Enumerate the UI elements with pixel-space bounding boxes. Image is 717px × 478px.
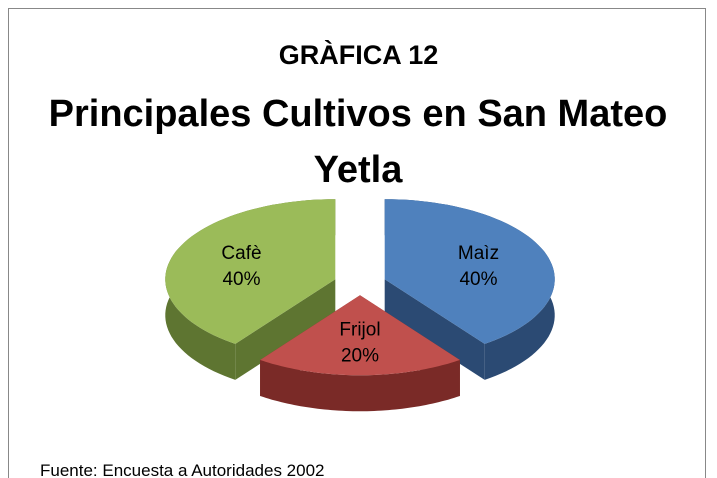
slice-label: Maìz — [458, 243, 499, 264]
slice-face — [384, 279, 485, 380]
slice-label: Frijol — [339, 320, 380, 341]
chart-subtitle: GRÀFICA 12 — [278, 40, 439, 70]
chart-frame — [8, 8, 706, 478]
slice-rim — [260, 360, 460, 412]
source-note: Fuente: Encuesta a Autoridades 2002 — [40, 461, 325, 478]
slice — [260, 295, 460, 376]
slice-value-label: 40% — [459, 269, 497, 290]
slice — [384, 199, 555, 344]
chart-title: Principales Cultivos en San Mateo Yetla — [48, 93, 668, 191]
slice-face — [235, 279, 336, 380]
slice-label: Cafè — [221, 243, 261, 264]
slice — [165, 199, 336, 344]
slice-value-label: 40% — [222, 269, 260, 290]
slice-value-label: 20% — [341, 346, 379, 367]
